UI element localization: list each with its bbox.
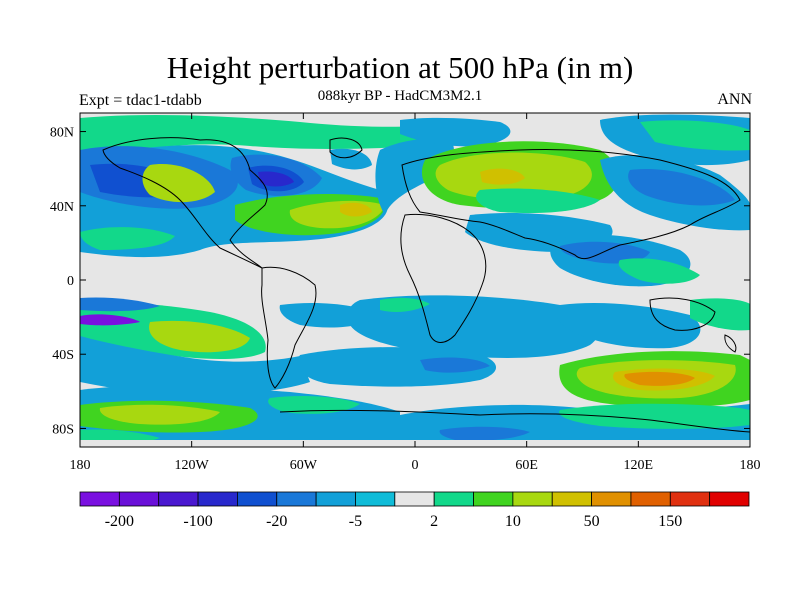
lon-tick-label: 180 xyxy=(740,458,761,473)
lat-tick-label: 80S xyxy=(52,422,74,437)
lat-tick-label: 40N xyxy=(50,200,74,215)
colorbar-swatch xyxy=(118,491,160,507)
colorbar-swatch xyxy=(591,491,632,507)
coastline-outlines xyxy=(102,137,750,433)
colorbar-label: 2 xyxy=(430,513,438,530)
colorbar-swatch xyxy=(197,491,238,507)
season-label: ANN xyxy=(717,91,752,108)
colorbar-label: -5 xyxy=(349,513,362,530)
colorbar-swatch xyxy=(355,491,396,507)
colorbar-swatch xyxy=(433,491,474,507)
colorbar-swatch xyxy=(276,491,317,507)
colorbar-label: -20 xyxy=(266,513,287,530)
lon-tick-label: 120W xyxy=(175,458,210,473)
colorbar-swatch xyxy=(237,491,278,507)
colorbar-swatch xyxy=(315,491,356,507)
colorbar-label: -100 xyxy=(183,513,212,530)
latitude-ticks: 80N 40N 0 40S 80S xyxy=(50,126,750,437)
map-title: Height perturbation at 500 hPa (in m) xyxy=(166,50,634,85)
height-perturbation-field xyxy=(80,113,750,447)
colorbar-label: 50 xyxy=(584,513,600,530)
colorbar-labels: -200 -100 -20 -5 2 10 50 150 xyxy=(105,513,683,530)
lat-tick-label: 40S xyxy=(52,348,74,363)
lat-tick-label: 0 xyxy=(67,274,74,289)
colorbar-swatch xyxy=(79,491,120,507)
colorbar-label: -200 xyxy=(105,513,134,530)
lon-tick-label: 60E xyxy=(515,458,538,473)
colorbar-swatch xyxy=(630,491,671,507)
colorbar xyxy=(79,491,750,507)
colorbar-swatch xyxy=(158,491,199,507)
lon-tick-label: 120E xyxy=(624,458,654,473)
map-subtitle: 088kyr BP - HadCM3M2.1 xyxy=(317,88,483,104)
colorbar-swatch xyxy=(551,491,592,507)
colorbar-swatch xyxy=(669,491,711,507)
lat-tick-label: 80N xyxy=(50,126,74,141)
lon-tick-label: 60W xyxy=(290,458,318,473)
colorbar-swatch xyxy=(473,491,514,507)
colorbar-swatch xyxy=(394,491,435,507)
colorbar-label: 150 xyxy=(658,513,682,530)
colorbar-label: 10 xyxy=(505,513,521,530)
lon-tick-label: 0 xyxy=(412,458,419,473)
lon-tick-label: 180 xyxy=(70,458,91,473)
experiment-label: Expt = tdac1-tdabb xyxy=(79,92,202,109)
longitude-ticks: 180 120W 60W 0 60E 120E 180 xyxy=(70,113,761,473)
colorbar-swatch xyxy=(512,491,553,507)
colorbar-swatch xyxy=(709,491,750,507)
